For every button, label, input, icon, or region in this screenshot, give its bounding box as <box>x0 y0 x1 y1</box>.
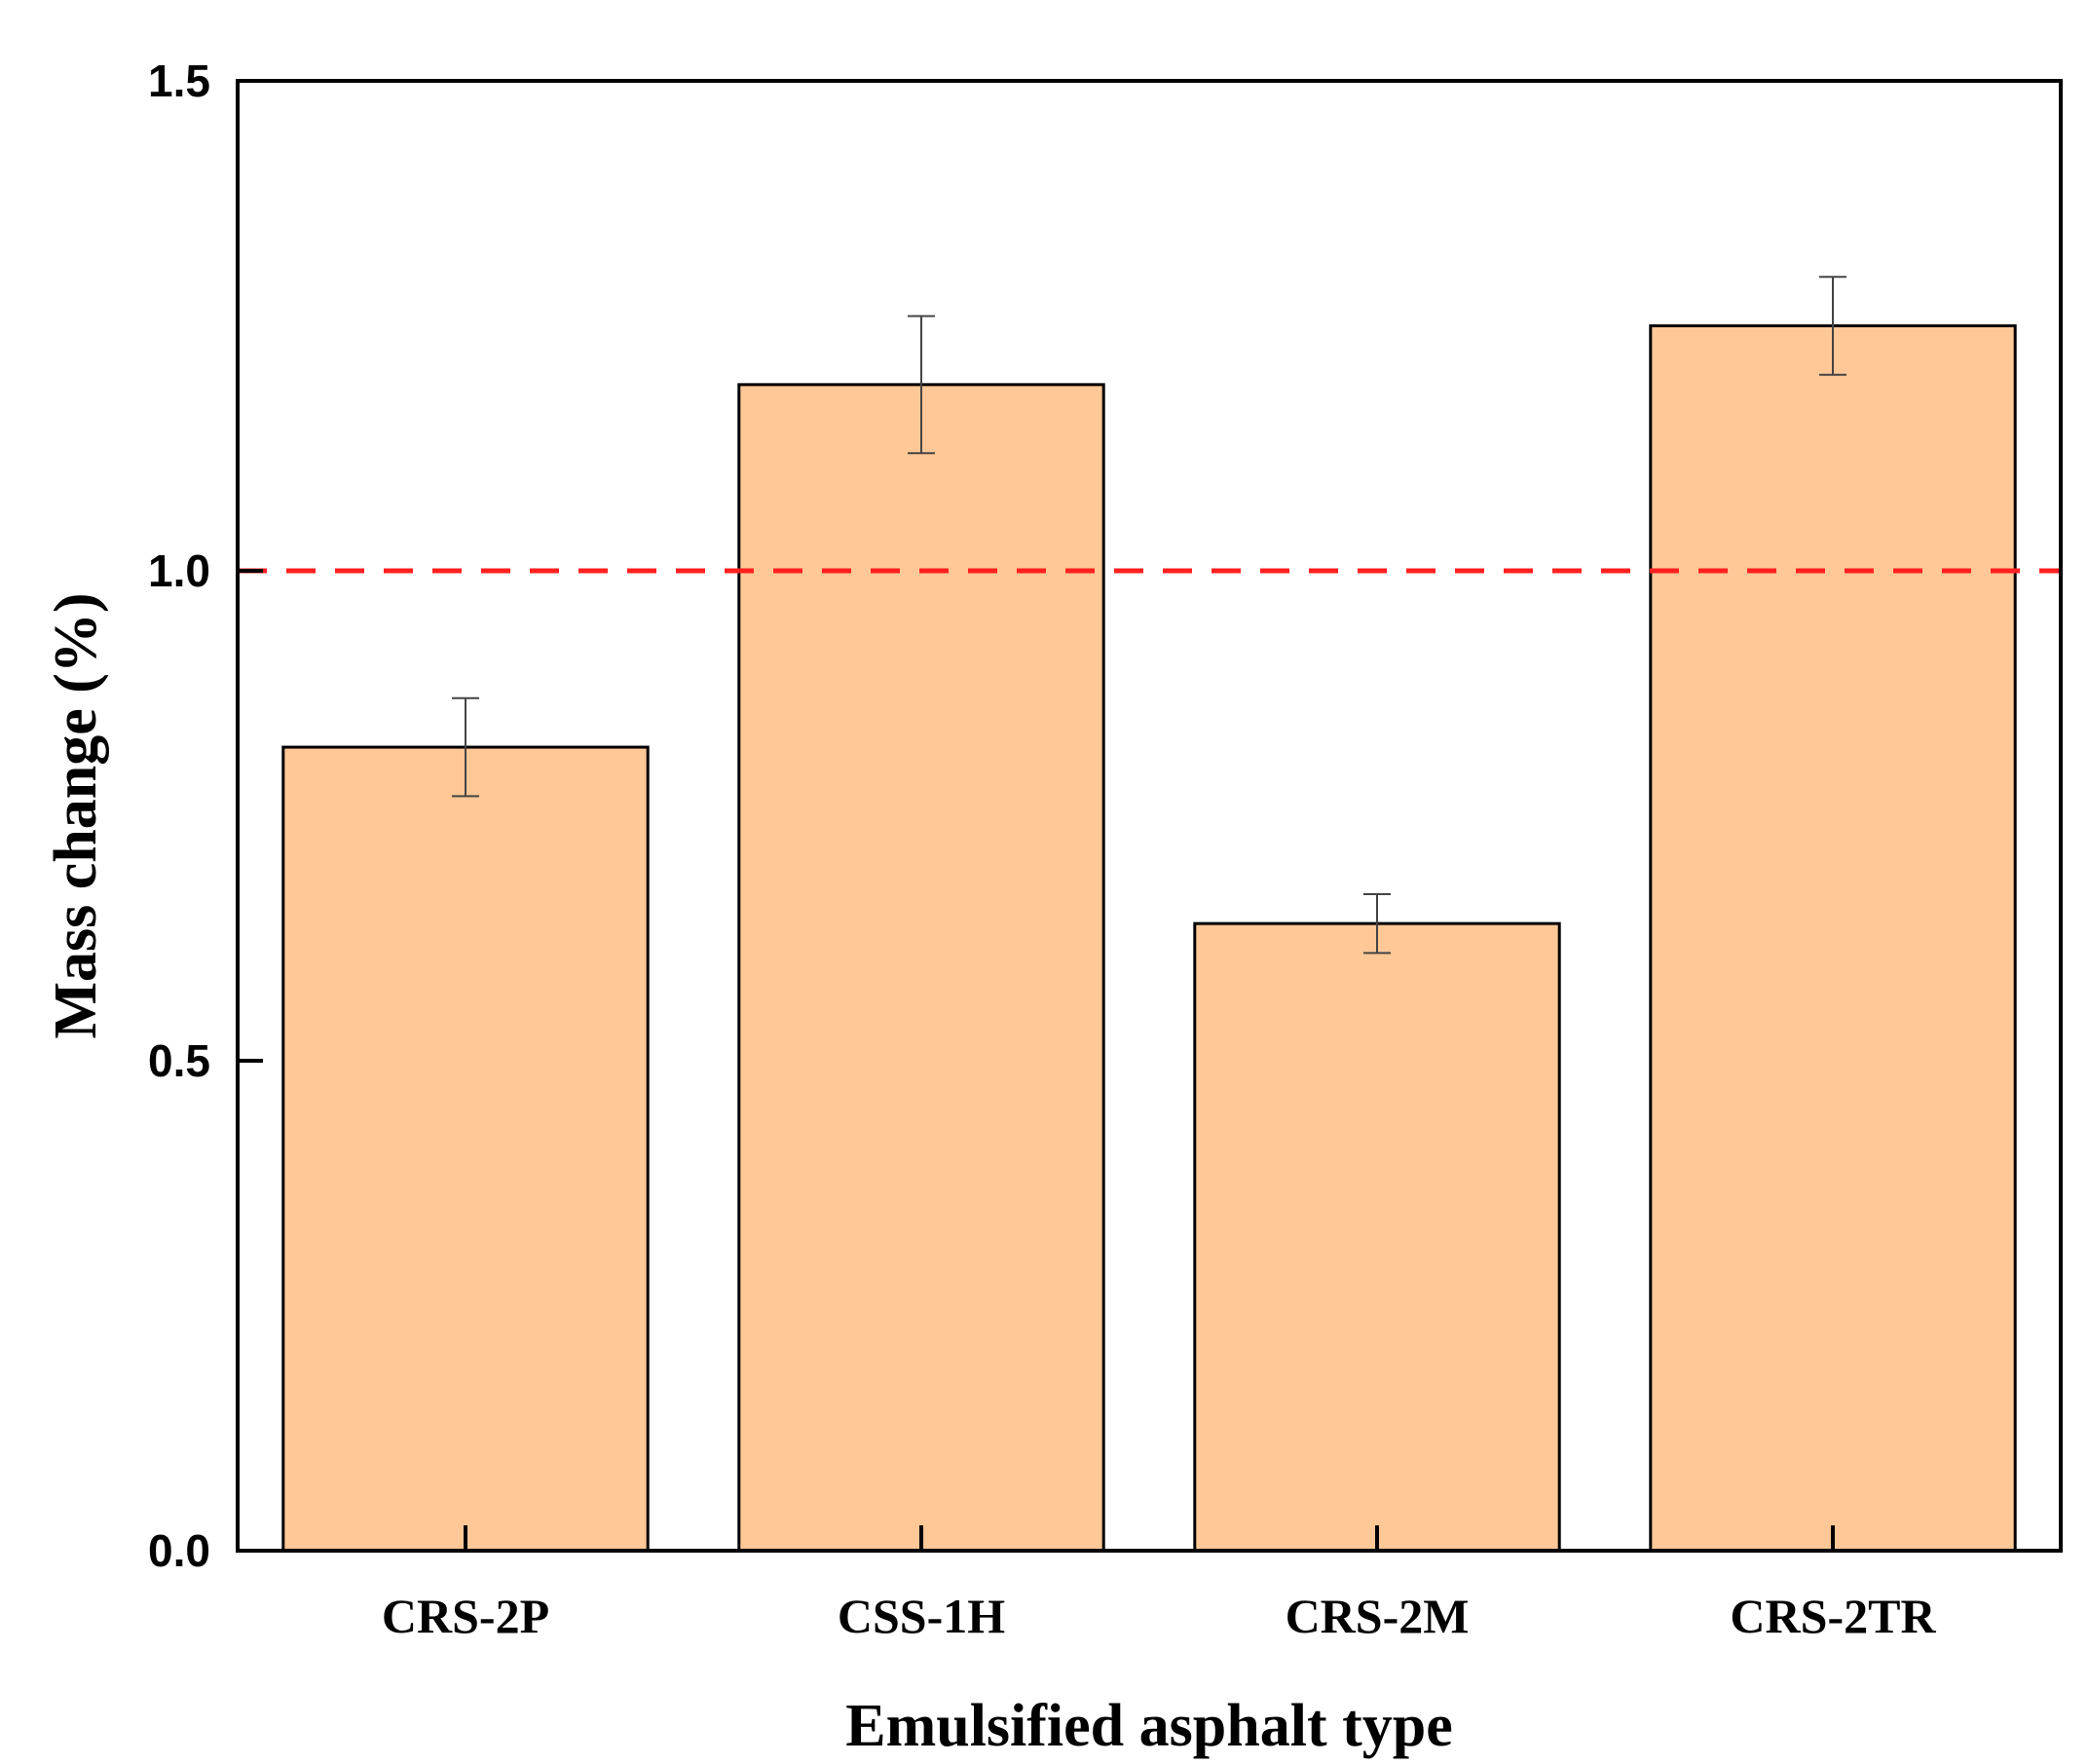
y-axis-title: Mass change (%) <box>43 592 109 1038</box>
error-bar-crs-2p <box>452 696 479 798</box>
x-tick-label-crs-2p: CRS-2P <box>382 1589 549 1643</box>
x-tick-label-css-1h: CSS-1H <box>838 1589 1005 1643</box>
bar-crs-2tr <box>1649 324 2017 1553</box>
error-bar-css-1h <box>908 315 935 455</box>
error-bars-layer <box>452 276 1846 955</box>
labels-layer: CRS-2P CSS-1H CRS-2M CRS-2TR 0.0 0.5 1.0 1.5 <box>148 56 1936 1643</box>
y-tick-label: 0.5 <box>148 1035 210 1086</box>
x-tick-label-crs-2tr: CRS-2TR <box>1730 1589 1936 1643</box>
error-bar-crs-2tr <box>1819 276 1846 376</box>
y-tick-label: 0.0 <box>148 1525 210 1576</box>
ticks-layer <box>238 79 1835 1553</box>
y-tick-label: 1.5 <box>148 56 210 106</box>
x-axis-title: Emulsified asphalt type <box>845 1693 1453 1759</box>
bars-layer <box>281 324 2017 1553</box>
error-bar-crs-2m <box>1363 892 1391 955</box>
bar-crs-2m <box>1193 921 1561 1553</box>
plot-frame <box>236 79 2063 1553</box>
x-tick-label-crs-2m: CRS-2M <box>1286 1589 1470 1643</box>
bar-css-1h <box>737 383 1105 1553</box>
bar-crs-2p <box>281 745 650 1553</box>
y-tick-label: 1.0 <box>148 545 210 596</box>
